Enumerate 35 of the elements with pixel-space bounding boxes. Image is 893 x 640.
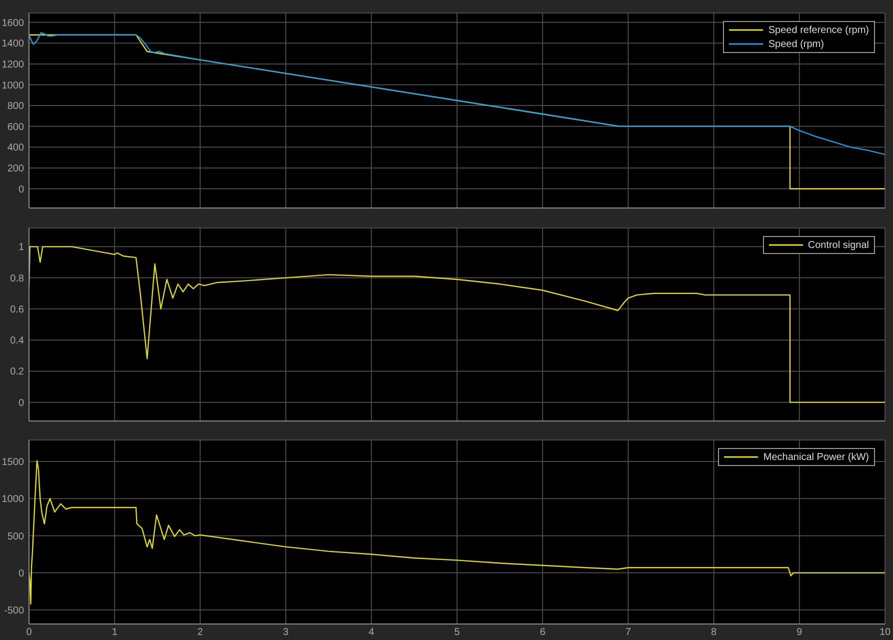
x-tick-label: 7 xyxy=(625,627,632,638)
y-tick-label: 0 xyxy=(18,184,24,196)
x-tick-label: 3 xyxy=(283,627,290,638)
y-tick-label: 1200 xyxy=(2,60,24,71)
x-tick-label: 6 xyxy=(540,627,546,638)
legend-label: Speed (rpm) xyxy=(768,38,824,50)
x-tick-label: 4 xyxy=(368,627,375,638)
x-tick-label: 2 xyxy=(197,627,204,638)
y-tick-label: 1 xyxy=(18,242,24,254)
y-tick-label: 800 xyxy=(7,101,24,112)
y-tick-label: 1000 xyxy=(2,80,24,92)
x-tick-label: 1 xyxy=(112,627,118,638)
y-tick-label: 400 xyxy=(7,142,24,154)
y-tick-label: 0.6 xyxy=(10,304,24,316)
y-tick-label: 500 xyxy=(7,531,24,542)
legend-label: Control signal xyxy=(808,240,869,250)
y-tick-label: 1500 xyxy=(2,457,24,468)
legend-label: Speed reference (rpm) xyxy=(768,24,869,36)
y-tick-label: 0.4 xyxy=(10,336,24,347)
legend-label: Mechanical Power (kW) xyxy=(763,452,869,462)
y-tick-label: 1600 xyxy=(2,18,24,29)
x-tick-label: 10 xyxy=(879,627,891,638)
x-tick-label: 9 xyxy=(796,627,803,638)
x-tick-label: 5 xyxy=(454,627,460,638)
y-tick-label: -500 xyxy=(4,605,24,616)
y-tick-label: 200 xyxy=(7,164,24,175)
y-tick-label: 0 xyxy=(18,398,24,409)
y-tick-label: 1400 xyxy=(2,38,24,50)
x-tick-label: 0 xyxy=(26,627,32,638)
y-tick-label: 0.8 xyxy=(10,273,24,284)
y-tick-label: 600 xyxy=(7,122,24,133)
y-tick-label: 1000 xyxy=(2,494,24,506)
y-tick-label: 0 xyxy=(18,568,24,580)
x-tick-label: 8 xyxy=(711,627,718,638)
y-tick-label: 0.2 xyxy=(10,366,24,378)
